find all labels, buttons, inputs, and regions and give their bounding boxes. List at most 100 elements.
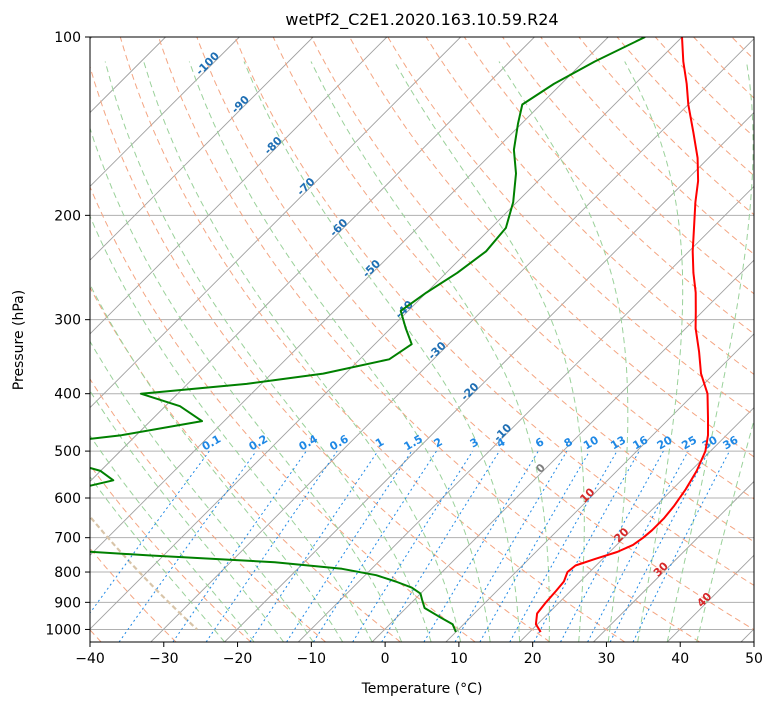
dry-adiabat-line [90,64,551,642]
moist-adiabat-line [90,434,255,642]
dry-adiabat-line [310,37,754,500]
y-tick-label: 900 [54,595,81,611]
dry-adiabat-line [196,37,754,631]
mixing-ratio-line [118,450,257,642]
moist-adiabat-line [143,61,462,642]
mixing-ratio-label: 0.1 [200,432,223,453]
dry-adiabat-line [349,37,754,458]
moist-adiabat-line [310,61,550,642]
mixing-ratio-line [479,450,591,642]
mixing-ratio-line [560,450,664,642]
mixing-ratio-line [509,450,618,642]
isotherm-line [90,37,609,556]
y-tick-label: 100 [54,30,81,46]
dry-adiabat-line [387,37,754,416]
y-tick-label: 500 [54,444,81,460]
dry-adiabat-line [616,37,754,177]
moist-adiabat-line [90,283,344,642]
y-tick-label: 600 [54,491,81,507]
isotherm-label: 20 [611,525,631,545]
isotherm-label: -50 [360,257,383,280]
y-axis-label: Pressure (hPa) [11,290,27,390]
plot-frame [89,36,755,643]
moist-adiabat-line [188,61,491,642]
isotherm-line [90,37,240,187]
chart-title: wetPf2_C2E1.2020.163.10.59.R24 [285,10,558,30]
moist-adiabat-line [90,340,314,642]
mixing-ratio-line [172,450,307,642]
moist-adiabat-line [393,61,585,642]
dry-adiabat-line [540,37,754,255]
dry-adiabat-line [90,464,252,642]
mixing-ratio-line [312,450,437,642]
mixing-ratio-label: 8 [562,435,575,450]
isotherm-line [371,259,754,642]
moist-adiabat-line [696,418,754,642]
isotherm-line [224,111,754,642]
temperature-profile-line [534,37,709,633]
mixing-ratio-label: 6 [533,435,546,450]
mixing-ratio-label: 1 [373,435,386,450]
mixing-ratio-label: 0.6 [327,432,351,453]
mixing-ratio-line [381,450,500,642]
isotherm-label: 10 [577,485,597,505]
isotherm-line [90,37,535,483]
x-tick-label: −20 [223,651,253,667]
x-axis-label: Temperature (°C) [361,681,483,697]
x-tick-label: −40 [75,651,105,667]
mixing-ratio-label: 16 [631,433,651,452]
dry-adiabat-line [90,286,401,642]
y-tick-label: 200 [54,208,81,224]
mixing-ratio-label: 0.4 [297,432,321,453]
isotherm-label: -90 [229,93,252,116]
moist-adiabat-line [90,126,403,642]
dewpoint-profile-line [90,37,646,633]
y-tick-label: 800 [54,565,81,581]
x-tick-label: 10 [450,651,468,667]
dry-adiabat-line [578,37,754,216]
mixing-ratio-line [533,450,640,642]
moist-adiabat-line [90,214,373,642]
moist-adiabat-line [90,390,285,642]
dry-adiabat-line [90,378,326,642]
dry-adiabat-line [654,37,754,138]
dry-adiabat-line [272,37,754,543]
moist-adiabat-line [624,61,684,642]
moist-adiabat-line [498,61,629,642]
y-tick-label: 700 [54,531,81,547]
mixing-ratio-label: 2 [432,435,445,450]
mixing-ratio-line [454,450,568,642]
moist-adiabat-line [90,475,225,642]
x-tick-label: 40 [671,651,689,667]
dry-adiabat-line [693,37,754,99]
dry-adiabat-line [119,37,626,642]
isotherm-label: -80 [262,134,285,157]
mixing-ratio-line [609,450,710,642]
mixing-ratio-line [249,450,379,642]
isotherm-line [519,407,754,642]
isotherm-line [90,37,683,630]
x-tick-label: 20 [524,651,542,667]
moist-adiabat-line [243,61,521,642]
mixing-ratio-label: 20 [655,433,675,452]
isotherm-line [90,37,461,409]
mixing-ratio-line [352,450,474,642]
x-tick-label: −10 [297,651,327,667]
mixing-ratio-label: 10 [581,433,601,452]
isotherm-label: 40 [694,590,714,610]
y-tick-label: 400 [54,387,81,403]
moist-adiabat-line [666,61,754,642]
mixing-ratio-line [587,450,689,642]
x-tick-label: 30 [598,651,616,667]
isotherm-label: 30 [651,559,671,579]
isotherm-line [593,480,754,642]
mixing-ratio-line [286,450,413,642]
dry-adiabat-line [425,37,754,375]
mixing-ratio-label: 0.2 [247,432,270,453]
plot-area: 0.1 0.2 0.4 0.6 1 1.5 2 3 4 6 8 10 13 16 20 25 30 36-100-… [90,37,754,642]
isotherm-line [740,628,754,642]
isotherm-line [90,37,314,261]
y-tick-label: 300 [54,313,81,329]
